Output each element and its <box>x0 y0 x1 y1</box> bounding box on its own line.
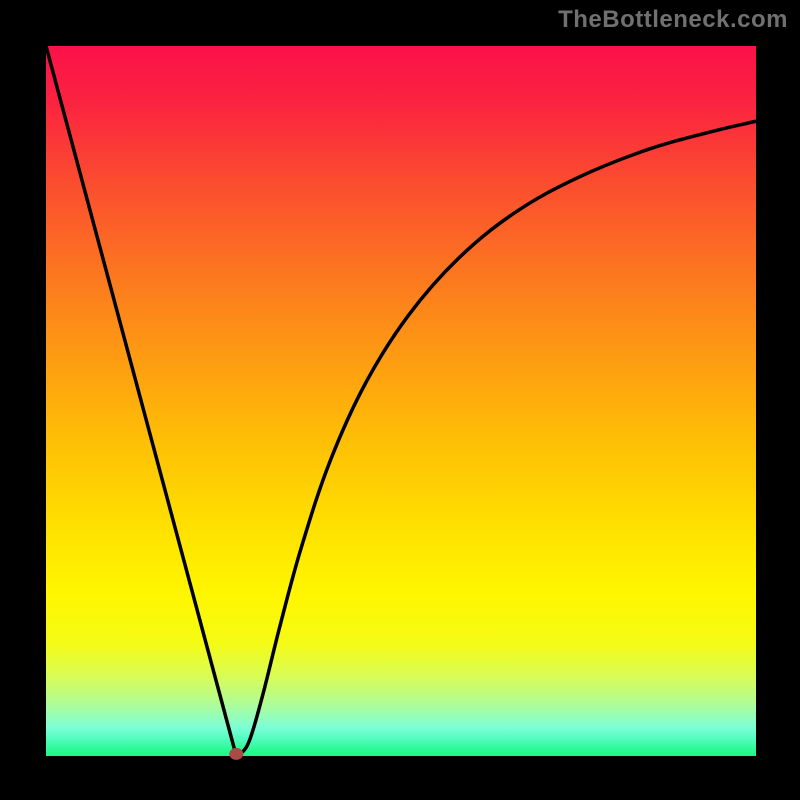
plot-background <box>46 46 756 756</box>
chart-container: TheBottleneck.com <box>0 0 800 800</box>
bottleneck-curve-chart <box>0 0 800 800</box>
minimum-marker <box>229 748 243 760</box>
